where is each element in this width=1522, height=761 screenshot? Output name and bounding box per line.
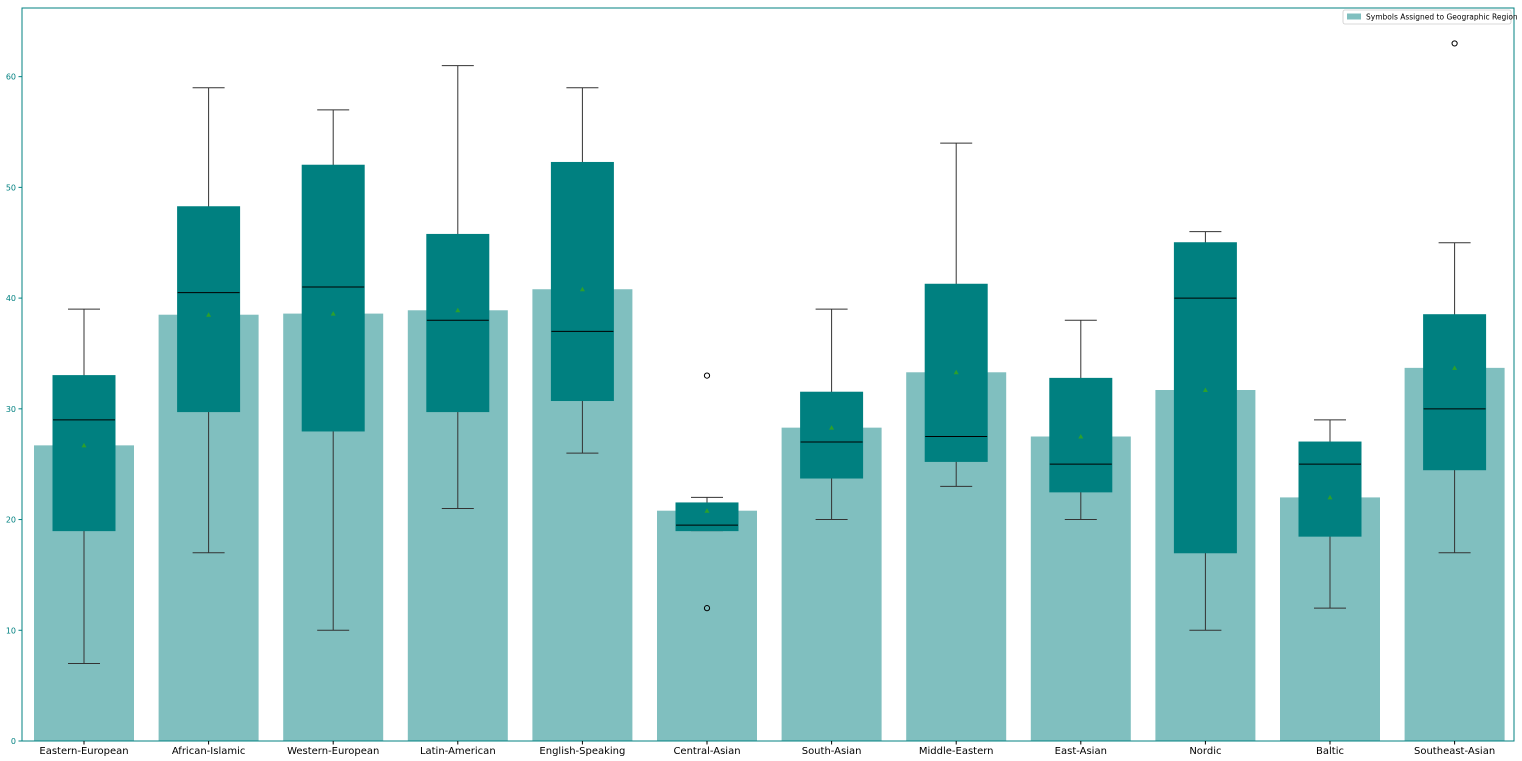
mean-marker: [953, 369, 959, 375]
mean-marker: [1452, 365, 1458, 370]
box-iqr: [426, 233, 490, 413]
plot-frame: [21, 7, 1515, 742]
box-iqr: [52, 375, 116, 532]
y-tick-label: 50: [6, 183, 16, 192]
mean-marker: [1078, 434, 1084, 439]
mean-marker: [81, 442, 87, 448]
boxplot-layer: [52, 40, 1487, 664]
x-tick-label: African-Islamic: [172, 746, 246, 757]
outlier-point: [1451, 40, 1458, 47]
mean-marker: [829, 425, 835, 430]
mean-marker: [579, 286, 585, 292]
mean-marker: [206, 312, 212, 317]
x-tick-label: Southeast-Asian: [1414, 746, 1495, 757]
x-tick-label: Nordic: [1189, 746, 1221, 757]
mean-marker: [704, 508, 710, 513]
x-tick-label: Baltic: [1316, 746, 1344, 757]
mean-marker: [330, 311, 336, 316]
y-tick-label: 20: [6, 516, 16, 525]
x-tick-label: Central-Asian: [673, 746, 740, 757]
box-iqr: [301, 164, 365, 432]
y-tick-label: 60: [6, 73, 16, 82]
x-tick-label: South-Asian: [802, 746, 862, 757]
mean-marker: [1327, 494, 1333, 500]
x-tick-label: Middle-Eastern: [919, 746, 994, 757]
y-tick-label: 30: [6, 405, 16, 414]
box-iqr: [800, 391, 864, 479]
mean-marker: [455, 307, 461, 313]
box-iqr: [1173, 242, 1237, 554]
mean-marker: [1202, 387, 1208, 393]
y-axis: 0 10 20 30 40 50 60: [6, 73, 22, 746]
box-iqr: [1049, 377, 1113, 493]
y-tick-label: 40: [6, 294, 16, 303]
y-tick-label: 10: [6, 626, 16, 635]
x-tick-label: Western-European: [287, 746, 379, 757]
box-iqr: [1423, 314, 1487, 471]
outlier-point: [703, 372, 711, 379]
x-tick-label: Latin-American: [420, 746, 496, 757]
x-tick-label: English-Speaking: [539, 746, 625, 757]
x-axis: Eastern-European African-Islamic Western-E…: [39, 741, 1495, 757]
y-tick-label: 0: [11, 737, 16, 746]
box-iqr: [177, 206, 241, 413]
bar-layer: [34, 289, 1505, 741]
x-tick-label: Eastern-European: [39, 746, 128, 757]
legend-label: Symbols Assigned to Geographic Region: [1366, 13, 1518, 22]
bar: [657, 510, 757, 741]
legend: Symbols Assigned to Geographic Region: [1342, 9, 1518, 25]
box-iqr: [550, 161, 614, 402]
box-iqr: [675, 502, 739, 532]
x-tick-label: East-Asian: [1055, 746, 1107, 757]
legend-swatch: [1347, 13, 1361, 20]
outlier-point: [703, 605, 711, 612]
box-iqr: [1298, 441, 1362, 537]
legend-frame: [1342, 9, 1512, 25]
